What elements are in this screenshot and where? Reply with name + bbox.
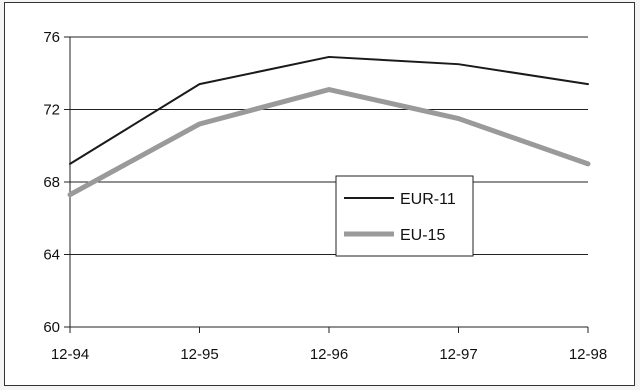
chart-frame: 60 64 68 72 76 12-94 12-95 12-96 12-97 12-98 EUR-… bbox=[4, 2, 635, 386]
legend-label: EUR-11 bbox=[400, 191, 456, 208]
y-tick-label: 64 bbox=[43, 247, 60, 264]
x-tick-label: 12-97 bbox=[439, 346, 477, 363]
x-tick-label: 12-96 bbox=[310, 346, 348, 363]
series-lines bbox=[67, 55, 591, 198]
legend-box bbox=[335, 175, 474, 257]
legend: EUR-11 EU-15 bbox=[335, 175, 474, 257]
x-tick-label: 12-94 bbox=[51, 346, 89, 363]
y-tick-label: 60 bbox=[43, 319, 60, 336]
gridlines bbox=[70, 36, 588, 255]
series-line-eu-15 bbox=[67, 87, 591, 198]
series-line-eur-11 bbox=[69, 55, 589, 165]
line-chart: 60 64 68 72 76 12-94 12-95 12-96 12-97 12-98 EUR-… bbox=[43, 29, 607, 363]
x-tick-label: 12-98 bbox=[569, 346, 607, 363]
y-tick-label: 76 bbox=[43, 29, 60, 46]
x-tick-label: 12-95 bbox=[180, 346, 218, 363]
legend-label: EU-15 bbox=[400, 227, 445, 244]
y-tick-label: 68 bbox=[43, 174, 60, 191]
axes: 60 64 68 72 76 12-94 12-95 12-96 12-97 12-98 bbox=[43, 29, 607, 363]
y-tick-label: 72 bbox=[43, 102, 60, 119]
